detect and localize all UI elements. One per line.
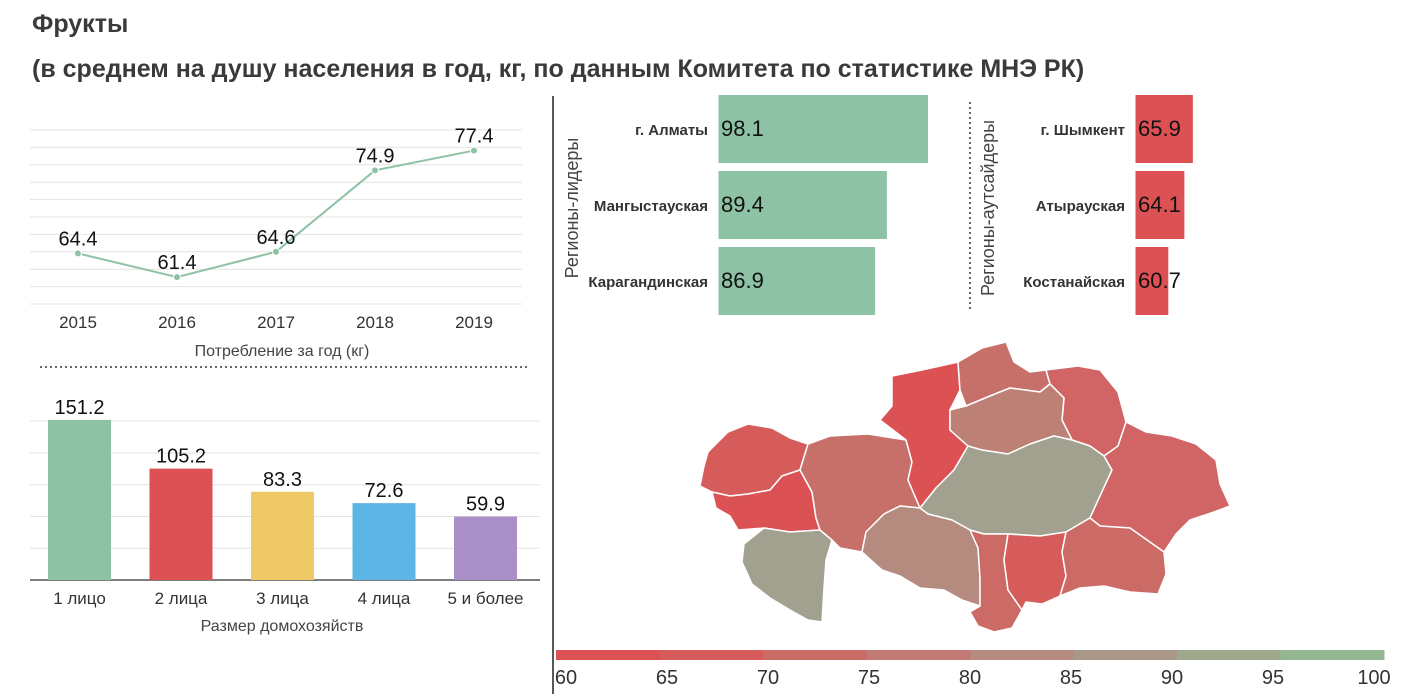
x-tick-label: 4 лица xyxy=(358,589,411,608)
data-point xyxy=(272,247,280,256)
data-label: 65.9 xyxy=(1138,116,1181,141)
x-tick-label: 1 лицо xyxy=(53,589,106,608)
leaders-chart: Регионы-лидеры 98.1 г. Алматы 89.4 Мангыста… xyxy=(562,95,929,315)
x-tick-label: 2 лица xyxy=(155,589,208,608)
legend-tick-label: 100 xyxy=(1357,667,1390,689)
category-label: Мангыстауская xyxy=(594,198,708,215)
data-point xyxy=(371,166,379,175)
bar xyxy=(149,468,213,580)
bar-chart-xlabel: Размер домохозяйств xyxy=(201,618,364,635)
legend-tick-label: 60 xyxy=(555,667,577,689)
legend-tick-label: 80 xyxy=(959,667,981,689)
yearly-consumption-chart: 64.4 2015 61.4 2016 64.6 2017 74.9 2018 77.4 2019… xyxy=(30,126,522,360)
bar xyxy=(251,491,314,580)
bar xyxy=(1135,95,1193,163)
bar xyxy=(352,503,416,580)
legend-tick-label: 85 xyxy=(1060,667,1082,689)
legend-color-segment xyxy=(556,650,660,660)
legend-tick-label: 95 xyxy=(1262,667,1284,689)
legend-tick-label: 75 xyxy=(858,667,880,689)
data-label: 64.6 xyxy=(257,227,296,249)
data-label: 98.1 xyxy=(721,116,764,141)
category-label: г. Шымкент xyxy=(1041,122,1125,139)
bar xyxy=(1135,247,1169,315)
data-label: 72.6 xyxy=(365,480,404,502)
bar xyxy=(718,247,876,315)
bar xyxy=(454,516,517,580)
map-region-mangystau xyxy=(741,527,833,623)
kazakhstan-regions-map xyxy=(699,341,1231,633)
legend-color-segment xyxy=(970,650,1074,660)
bar xyxy=(1135,171,1185,239)
legend-tick-label: 65 xyxy=(656,667,678,689)
line-chart-marks: 64.4 2015 61.4 2016 64.6 2017 74.9 2018 77.4 2019 xyxy=(59,126,494,332)
category-label: г. Алматы xyxy=(635,122,708,139)
leaders-marks: 98.1 г. Алматы 89.4 Мангыстауская 86.9 Карага… xyxy=(588,95,929,315)
legend-color-segment xyxy=(659,650,764,660)
category-label: Атырауская xyxy=(1036,198,1125,215)
chart-title: Фрукты xyxy=(32,10,129,38)
data-label: 59.9 xyxy=(466,494,505,516)
data-point xyxy=(74,249,82,258)
data-point xyxy=(470,146,478,155)
category-label: Карагандинская xyxy=(588,274,708,291)
x-tick-label: 3 лица xyxy=(256,589,309,608)
legend-tick-label: 90 xyxy=(1161,667,1183,689)
map-region-zhambyl xyxy=(1003,531,1067,611)
category-label: Костанайская xyxy=(1023,274,1125,291)
x-tick-label: 2017 xyxy=(257,313,295,332)
data-label: 64.1 xyxy=(1138,192,1181,217)
outsiders-group-label: Регионы-аутсайдеры xyxy=(978,120,998,296)
bar xyxy=(718,171,887,239)
legend-tick-label: 70 xyxy=(757,667,779,689)
data-label: 64.4 xyxy=(59,228,98,250)
data-label: 60.7 xyxy=(1138,268,1181,293)
legend-color-segment xyxy=(763,650,867,660)
x-tick-label: 2019 xyxy=(455,313,493,332)
data-label: 86.9 xyxy=(721,268,764,293)
leaders-group-label: Регионы-лидеры xyxy=(562,138,582,279)
bar-chart-marks: 151.2 1 лицо 105.2 2 лица 83.3 3 лица 72.6 4 ли… xyxy=(48,397,524,608)
line-chart-xlabel: Потребление за год (кг) xyxy=(195,343,370,360)
series-line xyxy=(77,149,475,279)
household-size-chart: 151.2 1 лицо 105.2 2 лица 83.3 3 лица 72.6 4 ли… xyxy=(30,397,540,635)
outsiders-marks: 65.9 г. Шымкент 64.1 Атырауская 60.7 Костанай… xyxy=(1023,95,1193,315)
data-label: 89.4 xyxy=(721,192,764,217)
x-tick-label: 2015 xyxy=(59,313,97,332)
data-point xyxy=(173,273,181,282)
data-label: 74.9 xyxy=(356,145,395,167)
legend-color-segment xyxy=(1073,650,1178,660)
x-tick-label: 5 и более xyxy=(447,589,523,608)
chart-subtitle: (в среднем на душу населения в год, кг, … xyxy=(32,55,1085,83)
outsiders-chart: Регионы-аутсайдеры 65.9 г. Шымкент 64.1 Аты… xyxy=(969,95,1193,315)
data-label: 83.3 xyxy=(263,469,302,491)
bar xyxy=(48,419,111,580)
x-tick-label: 2016 xyxy=(158,313,196,332)
data-label: 105.2 xyxy=(156,446,206,468)
map-color-legend: 60 65 70 75 80 85 90 95 100 xyxy=(555,650,1391,689)
data-label: 151.2 xyxy=(54,397,104,419)
data-label: 77.4 xyxy=(455,126,494,148)
map-region-almaty xyxy=(1059,517,1167,597)
legend-color-segment xyxy=(1280,650,1385,660)
x-tick-label: 2018 xyxy=(356,313,394,332)
data-label: 61.4 xyxy=(158,252,197,274)
legend-color-segment xyxy=(866,650,971,660)
legend-color-segment xyxy=(1177,650,1281,660)
bar xyxy=(718,95,929,163)
